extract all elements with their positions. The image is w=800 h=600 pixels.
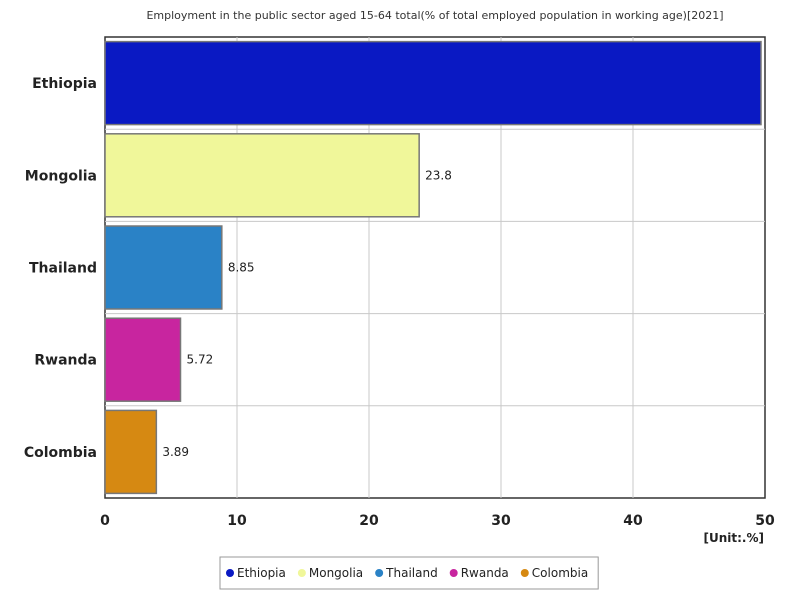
value-label: 23.8: [425, 168, 452, 182]
category-label: Thailand: [29, 261, 97, 277]
bar-ethiopia: [104, 40, 762, 126]
legend-marker: [449, 569, 458, 577]
legend-marker: [520, 569, 529, 577]
x-tick-label: 50: [755, 513, 775, 529]
value-label: 5.72: [187, 353, 214, 367]
legend-box: [219, 556, 599, 590]
x-tick-label: 30: [491, 513, 511, 529]
legend-entry: Mongolia: [309, 566, 363, 580]
x-tick-label: 20: [359, 513, 379, 529]
x-tick-labels: 0 10 20 30 40 50: [100, 513, 775, 529]
legend-entry: Thailand: [385, 566, 438, 580]
bar-colombia: [104, 409, 158, 495]
x-tick-label: 0: [100, 513, 110, 529]
x-tick-label: 40: [623, 513, 643, 529]
category-labels: Ethiopia Mongolia Thailand Rwanda Colombia: [24, 76, 97, 461]
bars: [104, 40, 762, 495]
bar-rwanda: [104, 317, 182, 402]
x-tick-label: 10: [227, 513, 247, 529]
bar-mongolia: [104, 133, 420, 218]
value-labels: 23.8 8.85 5.72 3.89: [162, 168, 452, 459]
value-label: 8.85: [228, 261, 255, 275]
category-label: Mongolia: [25, 168, 97, 184]
unit-label: [Unit:.%]: [704, 531, 765, 545]
category-label: Ethiopia: [32, 76, 97, 92]
bar-thailand: [104, 225, 223, 310]
legend-entry: Ethiopia: [237, 566, 286, 580]
category-label: Rwanda: [34, 353, 97, 369]
value-label: 3.89: [162, 445, 189, 459]
legend-entry: Rwanda: [461, 566, 509, 580]
legend-marker: [375, 569, 384, 577]
legend-marker: [297, 569, 306, 577]
category-label: Colombia: [24, 445, 97, 461]
chart-title: Employment in the public sector aged 15-…: [146, 9, 723, 22]
legend-marker: [226, 569, 234, 577]
legend: Ethiopia Mongolia Thailand Rwanda Colombia: [219, 556, 599, 590]
legend-entry: Colombia: [532, 566, 588, 580]
